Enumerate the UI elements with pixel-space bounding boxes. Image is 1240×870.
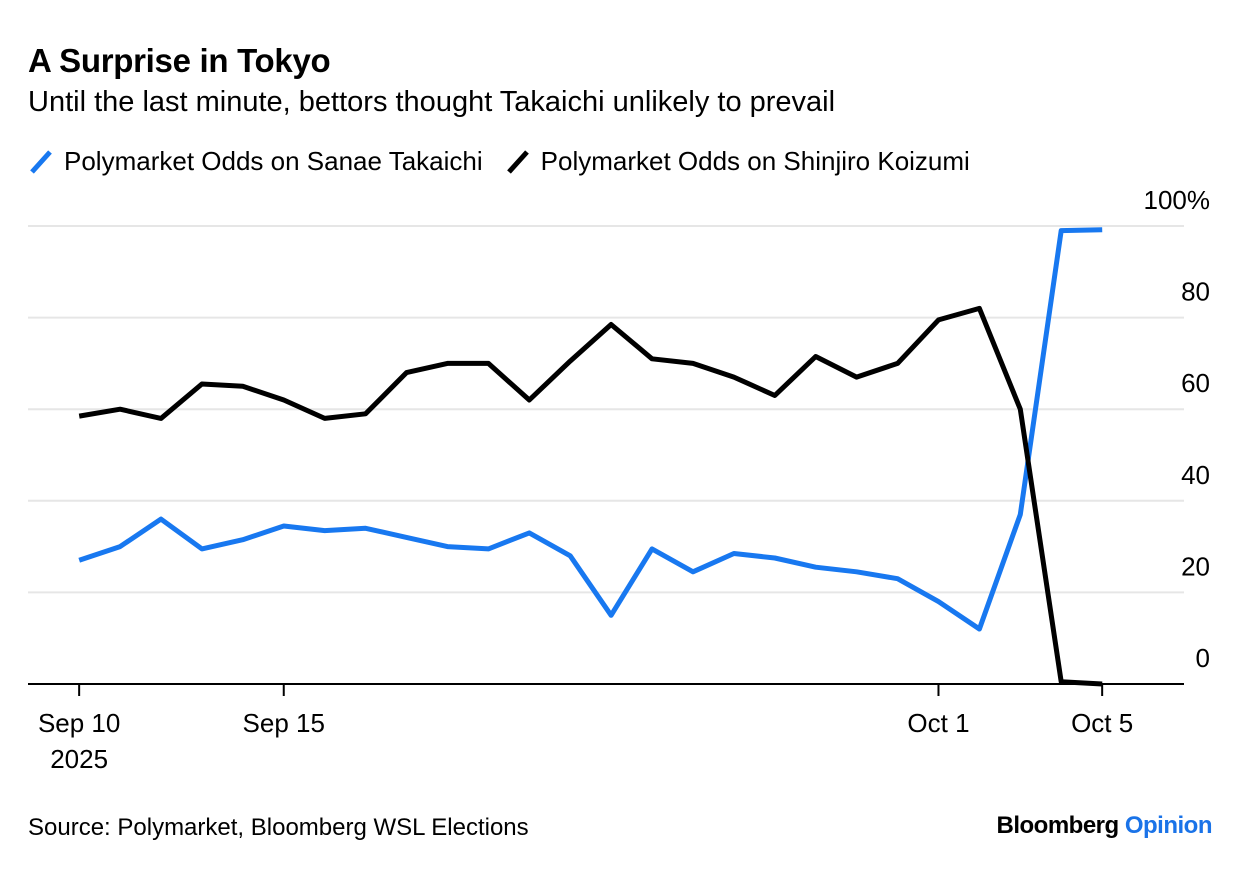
brand-accent: Opinion	[1124, 812, 1213, 839]
legend-label-koizumi: Polymarket Odds on Shinjiro Koizumi	[540, 146, 970, 176]
x-tick-label-0: Sep 10	[38, 708, 120, 738]
source-note: Source: Polymarket, Bloomberg WSL Electi…	[28, 814, 529, 841]
series-line-koizumi	[78, 305, 1103, 687]
brand-logo: Bloomberg Opinion	[997, 812, 1213, 840]
axis-layer: 0 20 40 60 80 100% Sep 10 2025 Sep 15 Oct 1 Oct 5	[28, 185, 1210, 774]
legend: Polymarket Odds on Sanae Takaichi Polyma…	[28, 146, 992, 177]
legend-item-koizumi: Polymarket Odds on Shinjiro Koizumi	[505, 146, 970, 177]
legend-label-takaichi: Polymarket Odds on Sanae Takaichi	[64, 146, 483, 176]
x-tick-label-3: Oct 5	[1071, 708, 1133, 738]
series-layer	[78, 227, 1103, 687]
legend-item-takaichi: Polymarket Odds on Sanae Takaichi	[28, 146, 483, 177]
series-line-takaichi	[78, 227, 1103, 632]
y-tick-label-40: 40	[1181, 460, 1210, 490]
x-tick-label-1: Sep 15	[243, 708, 325, 738]
chart-subtitle: Until the last minute, bettors thought T…	[28, 86, 836, 118]
y-tick-label-100: 100%	[1144, 185, 1211, 215]
y-tick-label-60: 60	[1181, 368, 1210, 398]
chart-title: A Surprise in Tokyo	[28, 42, 331, 79]
x-tick-sublabel-0: 2025	[50, 744, 108, 774]
y-tick-label-0: 0	[1196, 643, 1210, 673]
legend-swatch-takaichi	[30, 149, 52, 174]
y-tick-label-20: 20	[1181, 551, 1210, 581]
y-tick-label-80: 80	[1181, 277, 1210, 307]
legend-swatch-koizumi	[506, 149, 529, 174]
x-tick-label-2: Oct 1	[907, 708, 969, 738]
brand-main: Bloomberg	[996, 812, 1120, 839]
